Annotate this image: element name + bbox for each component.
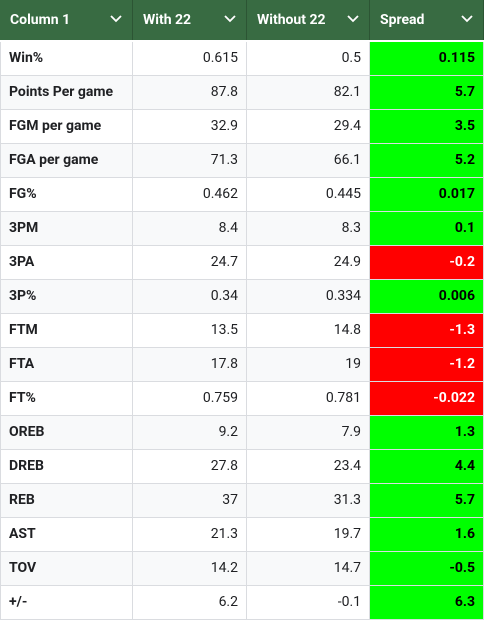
table-row: Points Per game 87.8 82.1 5.7 xyxy=(0,76,484,110)
row-label: FGM per game xyxy=(0,110,133,143)
value-cell: 0.445 xyxy=(247,178,370,211)
value-cell: 87.8 xyxy=(133,76,247,109)
column-header-label: Without 22 xyxy=(257,12,326,28)
dropdown-chevron[interactable] xyxy=(110,15,122,23)
column-header[interactable]: Column 1 xyxy=(0,0,133,40)
column-header-label: With 22 xyxy=(143,12,192,28)
table-row: OREB 9.2 7.9 1.3 xyxy=(0,416,484,450)
row-label: 3PM xyxy=(0,212,133,245)
spread-cell: -1.2 xyxy=(370,348,484,381)
table-row: +/- 6.2 -0.1 6.3 xyxy=(0,586,484,620)
row-label: TOV xyxy=(0,552,133,585)
table-row: REB 37 31.3 5.7 xyxy=(0,484,484,518)
dropdown-chevron[interactable] xyxy=(347,15,359,23)
table-row: FG% 0.462 0.445 0.017 xyxy=(0,178,484,212)
value-cell: 0.615 xyxy=(133,42,247,75)
row-label: 3PA xyxy=(0,246,133,279)
header-row: Column 1 With 22 Without 22 Spread xyxy=(0,0,484,40)
row-label: Points Per game xyxy=(0,76,133,109)
spread-cell: -0.2 xyxy=(370,246,484,279)
spread-cell: 4.4 xyxy=(370,450,484,483)
table-row: 3PA 24.7 24.9 -0.2 xyxy=(0,246,484,280)
column-header[interactable]: Without 22 xyxy=(247,0,370,40)
value-cell: 19.7 xyxy=(247,518,370,551)
value-cell: 14.2 xyxy=(133,552,247,585)
spread-cell: 1.6 xyxy=(370,518,484,551)
value-cell: 9.2 xyxy=(133,416,247,449)
spread-cell: 0.006 xyxy=(370,280,484,313)
row-label: FG% xyxy=(0,178,133,211)
value-cell: 13.5 xyxy=(133,314,247,347)
value-cell: 6.2 xyxy=(133,586,247,619)
row-label: FTA xyxy=(0,348,133,381)
row-label: 3P% xyxy=(0,280,133,313)
row-label: AST xyxy=(0,518,133,551)
row-label: FTM xyxy=(0,314,133,347)
spread-cell: 6.3 xyxy=(370,586,484,619)
table-row: FGM per game 32.9 29.4 3.5 xyxy=(0,110,484,144)
spread-cell: 0.017 xyxy=(370,178,484,211)
value-cell: 0.781 xyxy=(247,382,370,415)
value-cell: 0.5 xyxy=(247,42,370,75)
dropdown-chevron[interactable] xyxy=(461,15,473,23)
value-cell: 31.3 xyxy=(247,484,370,517)
spread-cell: 5.7 xyxy=(370,76,484,109)
value-cell: 21.3 xyxy=(133,518,247,551)
spread-cell: -1.3 xyxy=(370,314,484,347)
value-cell: 19 xyxy=(247,348,370,381)
row-label: +/- xyxy=(0,586,133,619)
table-row: 3PM 8.4 8.3 0.1 xyxy=(0,212,484,246)
spread-cell: 5.7 xyxy=(370,484,484,517)
value-cell: 0.759 xyxy=(133,382,247,415)
row-label: DREB xyxy=(0,450,133,483)
value-cell: 24.7 xyxy=(133,246,247,279)
spread-cell: 0.1 xyxy=(370,212,484,245)
value-cell: 17.8 xyxy=(133,348,247,381)
value-cell: 23.4 xyxy=(247,450,370,483)
column-header[interactable]: Spread xyxy=(370,0,484,40)
value-cell: 14.7 xyxy=(247,552,370,585)
spread-cell: -0.5 xyxy=(370,552,484,585)
table-row: FT% 0.759 0.781 -0.022 xyxy=(0,382,484,416)
value-cell: 24.9 xyxy=(247,246,370,279)
spread-cell: 5.2 xyxy=(370,144,484,177)
value-cell: 0.462 xyxy=(133,178,247,211)
value-cell: 37 xyxy=(133,484,247,517)
row-label: Win% xyxy=(0,42,133,75)
value-cell: 14.8 xyxy=(247,314,370,347)
row-label: REB xyxy=(0,484,133,517)
value-cell: 71.3 xyxy=(133,144,247,177)
value-cell: 8.4 xyxy=(133,212,247,245)
table-row: FTM 13.5 14.8 -1.3 xyxy=(0,314,484,348)
table-row: TOV 14.2 14.7 -0.5 xyxy=(0,552,484,586)
row-label: OREB xyxy=(0,416,133,449)
spread-cell: 1.3 xyxy=(370,416,484,449)
value-cell: -0.1 xyxy=(247,586,370,619)
table-row: 3P% 0.34 0.334 0.006 xyxy=(0,280,484,314)
value-cell: 66.1 xyxy=(247,144,370,177)
value-cell: 8.3 xyxy=(247,212,370,245)
dropdown-chevron[interactable] xyxy=(224,15,236,23)
value-cell: 0.34 xyxy=(133,280,247,313)
column-header-label: Column 1 xyxy=(10,12,71,28)
value-cell: 7.9 xyxy=(247,416,370,449)
spread-cell: -0.022 xyxy=(370,382,484,415)
value-cell: 82.1 xyxy=(247,76,370,109)
table-row: FTA 17.8 19 -1.2 xyxy=(0,348,484,382)
column-header-label: Spread xyxy=(380,12,425,28)
row-label: FT% xyxy=(0,382,133,415)
table-row: FGA per game 71.3 66.1 5.2 xyxy=(0,144,484,178)
table-row: DREB 27.8 23.4 4.4 xyxy=(0,450,484,484)
value-cell: 27.8 xyxy=(133,450,247,483)
spread-cell: 0.115 xyxy=(370,42,484,75)
table-row: AST 21.3 19.7 1.6 xyxy=(0,518,484,552)
spread-cell: 3.5 xyxy=(370,110,484,143)
value-cell: 29.4 xyxy=(247,110,370,143)
table-row: Win% 0.615 0.5 0.115 xyxy=(0,42,484,76)
value-cell: 0.334 xyxy=(247,280,370,313)
column-header[interactable]: With 22 xyxy=(133,0,247,40)
value-cell: 32.9 xyxy=(133,110,247,143)
row-label: FGA per game xyxy=(0,144,133,177)
